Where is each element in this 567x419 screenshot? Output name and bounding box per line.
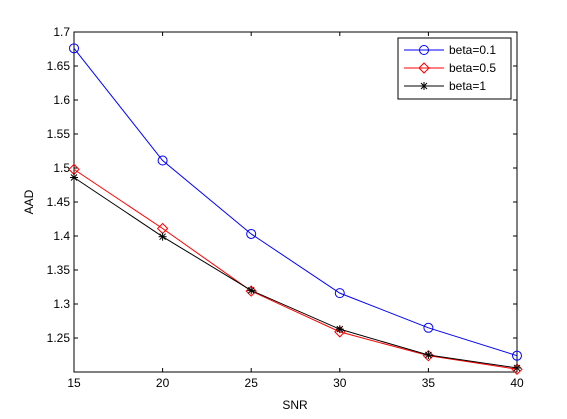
legend-label: beta=1 xyxy=(449,79,486,93)
y-tick-label: 1.65 xyxy=(47,59,71,73)
data-point xyxy=(246,228,257,239)
y-tick-label: 1.55 xyxy=(47,127,71,141)
series-line xyxy=(73,177,518,369)
y-tick-label: 1.35 xyxy=(47,263,71,277)
y-tick-label: 1.5 xyxy=(53,161,70,175)
y-tick-label: 1.3 xyxy=(53,297,70,311)
data-point xyxy=(157,155,168,166)
data-point xyxy=(70,173,78,182)
data-point xyxy=(513,363,521,372)
series-layer xyxy=(68,43,523,375)
data-point xyxy=(247,286,256,295)
x-tick-label: 30 xyxy=(333,376,347,390)
data-point xyxy=(423,322,434,333)
data-point xyxy=(512,350,522,361)
series-line xyxy=(73,168,518,370)
x-tick-label: 25 xyxy=(245,376,259,390)
series-2 xyxy=(70,173,521,372)
data-point xyxy=(158,232,167,241)
legend-marker xyxy=(418,62,430,74)
legend-label: beta=0.5 xyxy=(449,61,496,75)
legend-marker xyxy=(419,45,429,55)
x-tick-label: 40 xyxy=(510,376,524,390)
y-tick-label: 1.45 xyxy=(47,195,71,209)
legend: beta=0.1 beta=0.5 beta=1 xyxy=(397,37,512,100)
y-tick-label: 1.7 xyxy=(53,25,70,39)
x-tick-label: 35 xyxy=(422,376,436,390)
x-tick-label: 15 xyxy=(67,376,81,390)
data-point xyxy=(245,285,257,297)
data-point xyxy=(424,351,433,359)
series-0 xyxy=(69,43,522,361)
y-axis: 1.25 1.3 1.35 1.4 1.45 1.5 1.55 1.6 1.65 1.7 xyxy=(47,25,517,345)
legend-item: beta=1 xyxy=(404,79,486,93)
y-tick-label: 1.6 xyxy=(53,93,70,107)
y-axis-label: AAD xyxy=(22,189,36,214)
data-point xyxy=(334,288,345,299)
legend-item: beta=0.5 xyxy=(404,61,496,75)
x-tick-label: 20 xyxy=(156,376,170,390)
data-point xyxy=(335,325,344,334)
data-point xyxy=(69,43,79,54)
x-axis-label: SNR xyxy=(282,398,308,412)
legend-marker xyxy=(420,82,428,90)
y-tick-label: 1.25 xyxy=(47,331,71,345)
legend-label: beta=0.1 xyxy=(449,43,496,57)
legend-item: beta=0.1 xyxy=(404,43,496,57)
series-line xyxy=(73,48,518,357)
y-tick-label: 1.4 xyxy=(53,229,70,243)
